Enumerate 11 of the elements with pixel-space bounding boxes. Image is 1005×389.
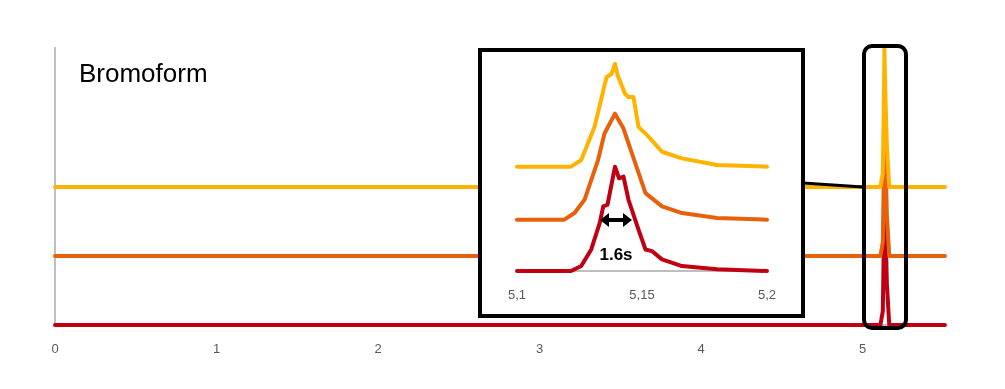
annotation: 1.6s [599,245,633,264]
x-tick-label: 3 [535,341,544,356]
x-tick-label: 5,1 [507,287,527,302]
x-tick-label: 5,2 [757,287,777,302]
x-tick-label: 5 [859,341,867,356]
x-tick-label: 1 [212,341,221,356]
x-tick-label: 4 [697,341,705,356]
x-tick-label: 5,15 [629,287,655,302]
x-tick-label: 0 [51,341,59,356]
chart-title: Bromoform [79,58,208,88]
x-tick-label: 2 [374,341,382,356]
